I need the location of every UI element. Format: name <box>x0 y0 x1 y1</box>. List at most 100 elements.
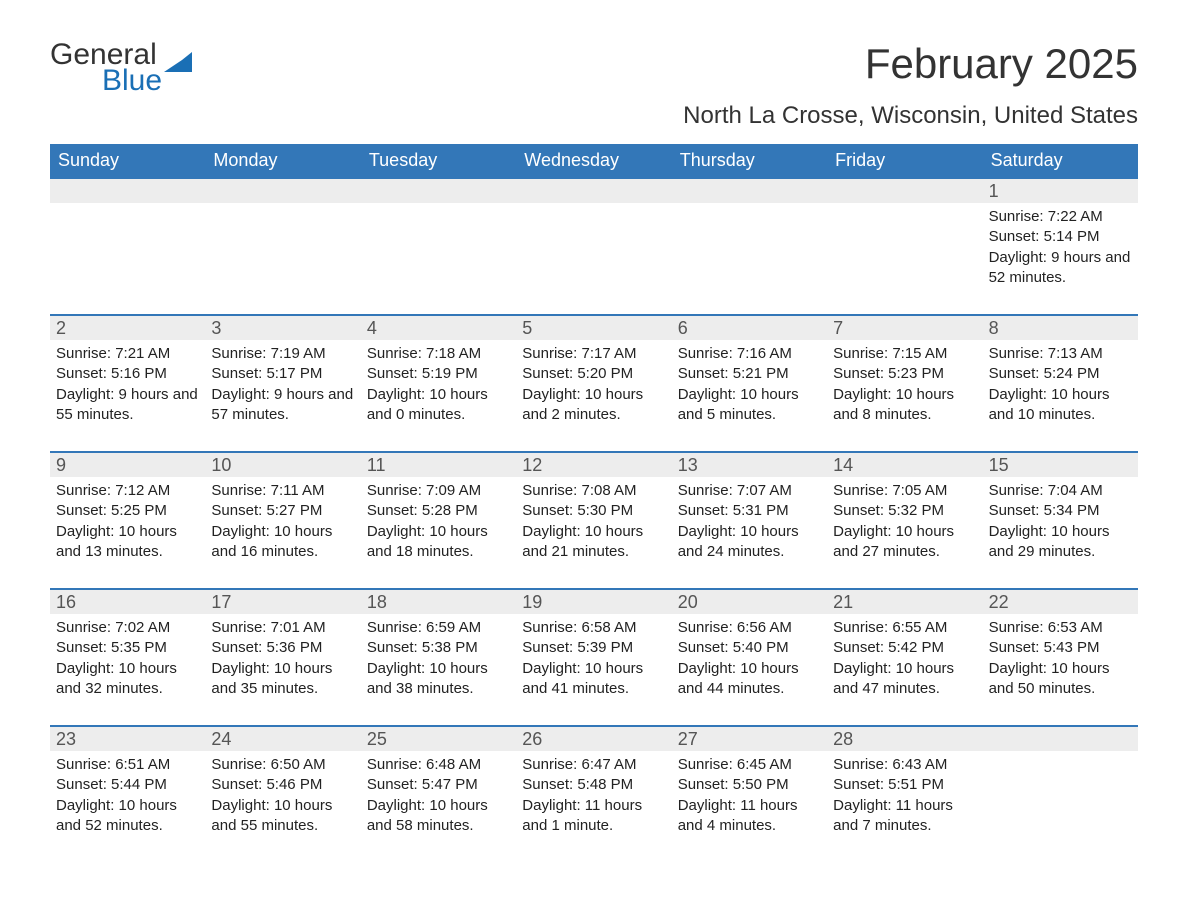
sunrise-text: Sunrise: 7:12 AM <box>56 481 199 501</box>
calendar-cell: 2 Sunrise: 7:21 AMSunset: 5:16 PMDaylight… <box>50 314 205 451</box>
sunset-text: Sunset: 5:47 PM <box>367 775 510 795</box>
day-number: 20 <box>672 590 827 614</box>
sunrise-text: Sunrise: 6:45 AM <box>678 755 821 775</box>
daylight-text: Daylight: 10 hours and 21 minutes. <box>522 522 665 563</box>
day-details: Sunrise: 7:22 AMSunset: 5:14 PMDaylight:… <box>985 207 1136 288</box>
sunset-text: Sunset: 5:46 PM <box>211 775 354 795</box>
sunset-text: Sunset: 5:19 PM <box>367 364 510 384</box>
day-details: Sunrise: 7:04 AMSunset: 5:34 PMDaylight:… <box>985 481 1136 562</box>
sunset-text: Sunset: 5:39 PM <box>522 638 665 658</box>
day-details: Sunrise: 6:56 AMSunset: 5:40 PMDaylight:… <box>674 618 825 699</box>
day-number <box>827 179 982 203</box>
sunset-text: Sunset: 5:17 PM <box>211 364 354 384</box>
sunset-text: Sunset: 5:48 PM <box>522 775 665 795</box>
calendar-cell: 9Sunrise: 7:12 AMSunset: 5:25 PMDaylight… <box>50 451 205 588</box>
day-details: Sunrise: 6:51 AMSunset: 5:44 PMDaylight:… <box>52 755 203 836</box>
day-of-week-header: Sunday <box>50 144 205 177</box>
day-details: Sunrise: 7:02 AMSunset: 5:35 PMDaylight:… <box>52 618 203 699</box>
day-of-week-header: Monday <box>205 144 360 177</box>
sunrise-text: Sunrise: 7:09 AM <box>367 481 510 501</box>
sunrise-text: Sunrise: 7:17 AM <box>522 344 665 364</box>
daylight-text: Daylight: 9 hours and 57 minutes. <box>211 385 354 426</box>
sunrise-text: Sunrise: 7:19 AM <box>211 344 354 364</box>
daylight-text: Daylight: 10 hours and 32 minutes. <box>56 659 199 700</box>
day-details: Sunrise: 7:07 AMSunset: 5:31 PMDaylight:… <box>674 481 825 562</box>
day-number: 6 <box>672 316 827 340</box>
calendar-cell: 25Sunrise: 6:48 AMSunset: 5:47 PMDayligh… <box>361 725 516 862</box>
day-number <box>516 179 671 203</box>
calendar-cell: 8Sunrise: 7:13 AMSunset: 5:24 PMDaylight… <box>983 314 1138 451</box>
sunrise-text: Sunrise: 6:51 AM <box>56 755 199 775</box>
day-details: Sunrise: 7:17 AMSunset: 5:20 PMDaylight:… <box>518 344 669 425</box>
daylight-text: Daylight: 10 hours and 13 minutes. <box>56 522 199 563</box>
daylight-text: Daylight: 10 hours and 50 minutes. <box>989 659 1132 700</box>
day-number: 7 <box>827 316 982 340</box>
calendar-cell: 15Sunrise: 7:04 AMSunset: 5:34 PMDayligh… <box>983 451 1138 588</box>
daylight-text: Daylight: 10 hours and 38 minutes. <box>367 659 510 700</box>
day-details: Sunrise: 6:48 AMSunset: 5:47 PMDaylight:… <box>363 755 514 836</box>
day-details: Sunrise: 6:50 AMSunset: 5:46 PMDaylight:… <box>207 755 358 836</box>
calendar-grid: SundayMondayTuesdayWednesdayThursdayFrid… <box>50 144 1138 862</box>
sunrise-text: Sunrise: 7:18 AM <box>367 344 510 364</box>
sunset-text: Sunset: 5:34 PM <box>989 501 1132 521</box>
day-number: 10 <box>205 453 360 477</box>
calendar-cell: 19Sunrise: 6:58 AMSunset: 5:39 PMDayligh… <box>516 588 671 725</box>
day-number: 9 <box>50 453 205 477</box>
day-number: 2 <box>50 316 205 340</box>
day-number: 23 <box>50 727 205 751</box>
sunset-text: Sunset: 5:30 PM <box>522 501 665 521</box>
sunset-text: Sunset: 5:50 PM <box>678 775 821 795</box>
day-number: 16 <box>50 590 205 614</box>
calendar-cell: 4Sunrise: 7:18 AMSunset: 5:19 PMDaylight… <box>361 314 516 451</box>
sunrise-text: Sunrise: 7:02 AM <box>56 618 199 638</box>
sunrise-text: Sunrise: 7:04 AM <box>989 481 1132 501</box>
calendar-cell: 27 Sunrise: 6:45 AMSunset: 5:50 PMDayligh… <box>672 725 827 862</box>
calendar-cell <box>516 177 671 314</box>
day-number: 28 <box>827 727 982 751</box>
day-number: 27 <box>672 727 827 751</box>
day-details: Sunrise: 7:13 AMSunset: 5:24 PMDaylight:… <box>985 344 1136 425</box>
day-details: Sunrise: 6:45 AMSunset: 5:50 PMDaylight:… <box>674 755 825 836</box>
calendar-cell: 26Sunrise: 6:47 AMSunset: 5:48 PMDayligh… <box>516 725 671 862</box>
daylight-text: Daylight: 10 hours and 18 minutes. <box>367 522 510 563</box>
sunrise-text: Sunrise: 6:47 AM <box>522 755 665 775</box>
day-details: Sunrise: 6:43 AMSunset: 5:51 PMDaylight:… <box>829 755 980 836</box>
logo-text: General Blue <box>50 40 162 96</box>
daylight-text: Daylight: 10 hours and 47 minutes. <box>833 659 976 700</box>
calendar-cell: 7 Sunrise: 7:15 AMSunset: 5:23 PMDaylight… <box>827 314 982 451</box>
daylight-text: Daylight: 10 hours and 0 minutes. <box>367 385 510 426</box>
day-details: Sunrise: 7:15 AMSunset: 5:23 PMDaylight:… <box>829 344 980 425</box>
sunrise-text: Sunrise: 7:15 AM <box>833 344 976 364</box>
day-details: Sunrise: 7:08 AMSunset: 5:30 PMDaylight:… <box>518 481 669 562</box>
day-of-week-header: Tuesday <box>361 144 516 177</box>
day-details: Sunrise: 6:58 AMSunset: 5:39 PMDaylight:… <box>518 618 669 699</box>
day-number: 26 <box>516 727 671 751</box>
sunset-text: Sunset: 5:40 PM <box>678 638 821 658</box>
sunrise-text: Sunrise: 7:05 AM <box>833 481 976 501</box>
day-number: 14 <box>827 453 982 477</box>
daylight-text: Daylight: 10 hours and 8 minutes. <box>833 385 976 426</box>
day-number <box>672 179 827 203</box>
daylight-text: Daylight: 10 hours and 52 minutes. <box>56 796 199 837</box>
daylight-text: Daylight: 10 hours and 35 minutes. <box>211 659 354 700</box>
day-number <box>205 179 360 203</box>
daylight-text: Daylight: 9 hours and 52 minutes. <box>989 248 1132 289</box>
sunrise-text: Sunrise: 6:58 AM <box>522 618 665 638</box>
day-number <box>983 727 1138 751</box>
sunset-text: Sunset: 5:31 PM <box>678 501 821 521</box>
sunset-text: Sunset: 5:35 PM <box>56 638 199 658</box>
day-number: 17 <box>205 590 360 614</box>
sunset-text: Sunset: 5:51 PM <box>833 775 976 795</box>
sunset-text: Sunset: 5:32 PM <box>833 501 976 521</box>
calendar-cell: 17Sunrise: 7:01 AMSunset: 5:36 PMDayligh… <box>205 588 360 725</box>
calendar-cell: 22Sunrise: 6:53 AMSunset: 5:43 PMDayligh… <box>983 588 1138 725</box>
day-number: 3 <box>205 316 360 340</box>
day-of-week-header: Wednesday <box>516 144 671 177</box>
header: General Blue February 2025 <box>50 40 1138 96</box>
sunset-text: Sunset: 5:28 PM <box>367 501 510 521</box>
day-details: Sunrise: 7:21 AMSunset: 5:16 PMDaylight:… <box>52 344 203 425</box>
sunrise-text: Sunrise: 6:48 AM <box>367 755 510 775</box>
logo-mark-icon <box>164 52 192 72</box>
calendar-cell: 20 Sunrise: 6:56 AMSunset: 5:40 PMDayligh… <box>672 588 827 725</box>
page-title: February 2025 <box>865 40 1138 88</box>
